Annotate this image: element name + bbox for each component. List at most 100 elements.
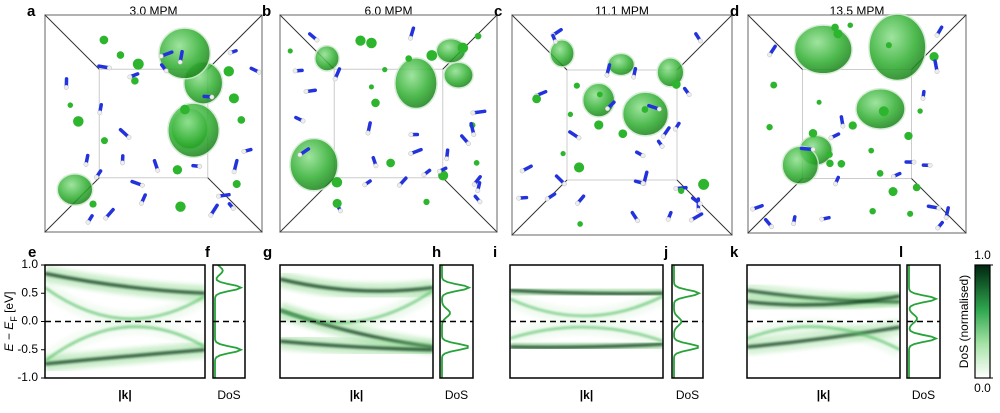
- inner-box: [333, 68, 444, 179]
- atom: [848, 121, 857, 130]
- y-tick-label: 0.5: [21, 285, 38, 299]
- hydrogen: [477, 199, 483, 205]
- hydrogen: [810, 147, 816, 152]
- perspective-line: [747, 14, 803, 70]
- atom: [917, 108, 923, 114]
- hydrogen: [934, 32, 940, 38]
- isosurface: [621, 91, 670, 137]
- atom: [594, 120, 604, 130]
- hydrogen: [819, 216, 825, 222]
- hydrogen: [686, 92, 692, 98]
- hydrogen: [604, 72, 610, 78]
- atom: [831, 23, 839, 32]
- hydrogen: [408, 35, 413, 41]
- atom: [99, 35, 109, 45]
- atom: [826, 151, 833, 158]
- hydrogen: [767, 52, 773, 58]
- atom: [382, 67, 388, 73]
- atom: [833, 29, 843, 39]
- atom: [371, 98, 380, 108]
- atom: [457, 42, 469, 54]
- atom: [116, 51, 125, 59]
- x-axis-label: DoS: [217, 388, 240, 402]
- atom: [618, 129, 628, 139]
- hydrogen: [466, 141, 471, 147]
- hydrogen: [303, 89, 309, 95]
- perspective-line: [511, 179, 568, 236]
- atom: [175, 201, 186, 212]
- atom: [826, 159, 834, 168]
- hydrogen: [833, 181, 838, 187]
- atom: [770, 81, 778, 89]
- atom: [698, 178, 710, 190]
- hydrogen: [471, 132, 477, 138]
- hydrogen: [94, 174, 99, 180]
- perspective-line: [207, 177, 263, 233]
- hydrogen: [241, 148, 247, 154]
- atom: [847, 22, 854, 28]
- render: [279, 14, 498, 233]
- hydrogen: [139, 200, 144, 206]
- hydrogen: [935, 225, 941, 231]
- hydrogen: [332, 76, 338, 82]
- hydrogen: [126, 134, 132, 140]
- band-core: [45, 348, 205, 366]
- atom: [567, 111, 574, 117]
- y-axis-label-part: E − E: [2, 321, 16, 352]
- hydrogen: [519, 168, 525, 174]
- band-core: [280, 339, 433, 352]
- isosurface: [443, 61, 474, 89]
- band-structure: [510, 282, 663, 356]
- atom: [89, 200, 97, 208]
- colorbar-label: DoS (normalised): [957, 275, 971, 368]
- atom: [929, 52, 939, 62]
- x-axis-label: DoS: [912, 388, 935, 402]
- dos-frame: [906, 264, 941, 379]
- panel-letter: h: [432, 244, 441, 261]
- render: [747, 13, 967, 234]
- hydrogen: [911, 159, 917, 165]
- atom: [532, 94, 542, 104]
- isosurface: [656, 57, 685, 88]
- atom: [912, 183, 921, 192]
- colorbar-tick-label: 0.0: [974, 381, 991, 395]
- atom: [671, 80, 681, 89]
- atom: [808, 128, 818, 138]
- atom: [100, 137, 108, 145]
- y-tick-label: -1.0: [17, 370, 38, 384]
- atom: [876, 170, 884, 177]
- hydrogen: [97, 110, 103, 116]
- hydrogen: [475, 188, 481, 194]
- atom: [237, 116, 246, 124]
- panel-letter: f: [205, 244, 211, 261]
- x-axis-label: DoS: [676, 388, 699, 402]
- panel-letter: i: [493, 244, 497, 261]
- panel-letter: d: [730, 3, 739, 20]
- hydrogen: [920, 95, 926, 101]
- y-tick-label: 0.0: [21, 314, 38, 328]
- hydrogen: [656, 106, 662, 112]
- atom: [172, 165, 183, 175]
- band-core: [747, 325, 900, 351]
- panel-letter: c: [494, 3, 502, 20]
- atom: [423, 198, 430, 206]
- atom: [473, 160, 480, 166]
- hydrogen: [890, 174, 896, 179]
- hydrogen: [231, 169, 237, 175]
- hydrogen: [155, 167, 161, 173]
- band-core: [747, 294, 900, 307]
- hydrogen: [292, 68, 298, 74]
- hydrogen: [197, 163, 203, 169]
- hydrogen: [103, 215, 109, 221]
- hydrogen: [63, 84, 69, 90]
- hydrogen: [471, 181, 477, 187]
- perspective-line: [44, 14, 100, 70]
- atom: [560, 150, 566, 157]
- band-glow: [45, 265, 205, 302]
- hydrogen: [158, 53, 164, 59]
- isosurface: [158, 27, 212, 80]
- hydrogen: [688, 217, 694, 223]
- isosurface: [394, 57, 438, 110]
- hydrogen: [605, 106, 610, 112]
- hydrogen: [421, 172, 427, 178]
